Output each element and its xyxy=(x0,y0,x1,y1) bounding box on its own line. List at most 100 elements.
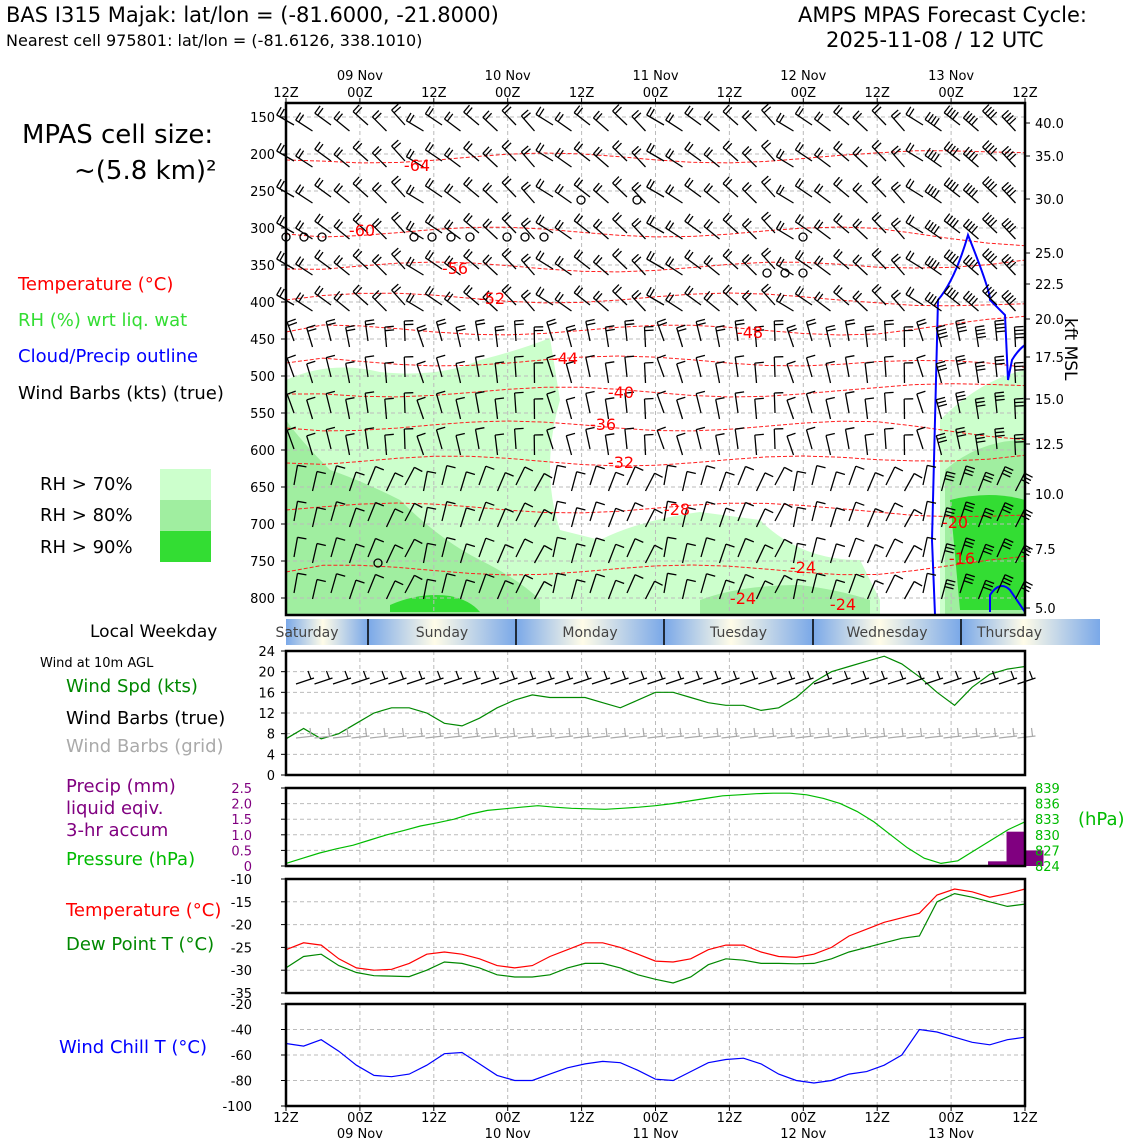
wind-barb xyxy=(607,471,625,492)
wind-barb xyxy=(741,110,757,132)
wind-barb xyxy=(455,324,466,348)
wind-barb xyxy=(391,283,406,306)
wind-barb xyxy=(935,396,948,420)
wind-barb xyxy=(883,355,894,378)
wind-barb-grid xyxy=(758,727,777,739)
wind-barb xyxy=(345,397,355,420)
wind-barb xyxy=(520,109,535,132)
wind-barb xyxy=(681,470,696,492)
kft-tick-label: 20.0 xyxy=(1035,313,1064,328)
wind-barb xyxy=(535,178,554,198)
wind-barb xyxy=(922,500,937,522)
wind-barb xyxy=(684,249,702,270)
cloud-outline xyxy=(930,231,1026,616)
wind-barb xyxy=(333,182,350,204)
wind-barb-grid xyxy=(406,727,426,739)
wind-barb-true xyxy=(388,670,407,685)
wind-barb xyxy=(501,247,517,270)
wind-barb xyxy=(306,432,316,456)
wind-barb xyxy=(501,283,517,306)
wind-barb xyxy=(589,537,606,558)
wind-barb xyxy=(631,145,646,168)
wind-barb xyxy=(994,391,1005,414)
precip-tick-label: 0.5 xyxy=(231,844,252,859)
wind-barb xyxy=(676,324,687,348)
bottom-time-tick-label: 12Z xyxy=(421,1111,447,1126)
wind-barb xyxy=(384,433,394,456)
y-tick-label: -35 xyxy=(231,987,252,1002)
wind-barb xyxy=(805,426,816,450)
wind-barb xyxy=(325,390,336,414)
wind-barb xyxy=(665,112,683,132)
wind-barb xyxy=(371,218,387,240)
panel-frame xyxy=(284,649,1027,777)
rh90-swatch xyxy=(160,531,211,562)
wind-barb-grid xyxy=(499,727,518,739)
wind-barb xyxy=(573,249,591,270)
calm-circle xyxy=(465,232,475,242)
wind-barb xyxy=(754,361,764,384)
wind-barb xyxy=(441,572,456,594)
wind-barb xyxy=(585,318,596,342)
wind-barb xyxy=(737,465,755,486)
wind-barb xyxy=(864,325,875,348)
pressure-tick-label: 750 xyxy=(250,555,275,570)
wind-barb xyxy=(903,434,914,456)
wind-barb xyxy=(681,542,696,564)
wind-barb-true xyxy=(536,670,555,685)
wind-barb xyxy=(903,580,923,600)
label-hpa-axis: (hPa) xyxy=(1078,809,1125,830)
wind-barb xyxy=(330,501,346,522)
wind-barb-true xyxy=(591,670,611,685)
wind-barb xyxy=(813,147,831,168)
wind-barb xyxy=(754,397,764,420)
wind-barb xyxy=(852,218,868,240)
wind-barb xyxy=(962,110,979,132)
wind-barb xyxy=(585,354,595,378)
wind-barb xyxy=(501,103,517,126)
wind-barb xyxy=(501,175,517,198)
wind-barb-true xyxy=(314,670,333,685)
wind-barb xyxy=(700,537,716,558)
wind-barb xyxy=(546,318,557,342)
wind-barb xyxy=(852,182,868,204)
wind-barb xyxy=(604,397,615,420)
wind-barb xyxy=(890,289,905,312)
temperature-contour-label: -52 xyxy=(479,289,505,308)
wind-barb xyxy=(513,391,524,414)
wind-barb xyxy=(554,219,572,240)
top-date-label: 11 Nov xyxy=(632,69,678,84)
weekday-band xyxy=(961,619,1100,645)
header-title: BAS I315 Majak: lat/lon = (-81.6000, -21… xyxy=(6,3,499,27)
top-time-tick-label: 12Z xyxy=(717,86,743,101)
wind-barb xyxy=(656,390,666,414)
pressure-tick-label: 200 xyxy=(250,148,275,163)
wind-barb xyxy=(916,318,927,342)
wind-barb-grid xyxy=(776,727,796,739)
wind-barb-grid xyxy=(369,727,389,739)
wind-barb xyxy=(871,139,887,162)
wind-barb xyxy=(626,574,644,594)
wind-barb-grid xyxy=(351,727,370,739)
bottom-time-tick-label: 12Z xyxy=(864,1111,890,1126)
wind-barb xyxy=(573,177,591,198)
wind-barb xyxy=(811,536,826,558)
bottom-date-label: 12 Nov xyxy=(780,1127,826,1140)
wind-barb xyxy=(905,142,924,162)
calm-circle xyxy=(317,232,327,242)
wind-barb xyxy=(552,572,567,594)
wind-barb xyxy=(367,501,385,522)
wind-barb xyxy=(935,324,948,348)
wind-barb xyxy=(314,177,332,198)
wind-barb xyxy=(962,290,979,312)
panel-frame xyxy=(284,786,1027,868)
wind-barb-true xyxy=(1017,670,1036,685)
wind-barb xyxy=(813,219,831,240)
wind-barb xyxy=(325,426,336,450)
wind-barb xyxy=(737,537,755,558)
wind-barb xyxy=(754,325,765,348)
calm-circle xyxy=(798,232,808,242)
wind-barb xyxy=(741,254,757,276)
wind-barb xyxy=(794,249,813,270)
wind-barb xyxy=(977,579,995,600)
